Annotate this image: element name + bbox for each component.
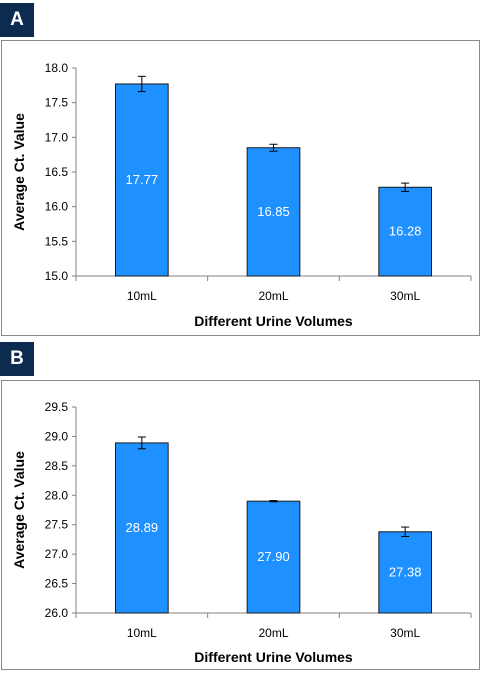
y-axis-title: Average Ct. Value: [11, 451, 27, 569]
panel-a-chart-frame: 15.0 15.5 16.0 16.5 17.0 17.5 18.0 17.77 10mL 16.…: [1, 40, 480, 336]
panel-a-chart: 15.0 15.5 16.0 16.5 17.0 17.5 18.0 17.77 10mL 16.…: [11, 61, 472, 329]
y-tick-label: 27.5: [45, 518, 69, 532]
x-tick-label: 20mL: [258, 626, 288, 640]
bar-value-label: 16.28: [389, 224, 422, 239]
x-tick-label: 20mL: [258, 289, 288, 303]
y-tick-label: 15.0: [45, 269, 69, 283]
bar-value-label: 28.89: [126, 520, 159, 535]
x-axis-title: Different Urine Volumes: [194, 313, 353, 329]
y-tick-label: 28.5: [45, 459, 69, 473]
x-tick-label: 10mL: [127, 626, 157, 640]
y-tick-label: 28.0: [45, 488, 69, 502]
y-tick-label: 29.0: [45, 429, 69, 443]
y-tick-label: 26.5: [45, 577, 69, 591]
bar-value-label: 17.77: [126, 172, 159, 187]
y-tick-label: 18.0: [45, 61, 69, 75]
panel-b-chart-frame: 26.0 26.5 27.0 27.5 28.0 28.5 29.0 29.5 28.89 10m…: [1, 380, 480, 670]
y-tick-label: 16.0: [45, 200, 69, 214]
y-tick-label: 16.5: [45, 165, 69, 179]
bar: [115, 83, 169, 277]
panel-b-tag: B: [0, 342, 34, 376]
y-tick-label: 29.5: [45, 400, 69, 414]
y-tick-label: 27.0: [45, 547, 69, 561]
panel-b-chart: 26.0 26.5 27.0 27.5 28.0 28.5 29.0 29.5 28.89 10m…: [11, 400, 472, 665]
bar: [115, 442, 169, 614]
x-axis-title: Different Urine Volumes: [194, 649, 353, 665]
x-tick-label: 10mL: [127, 289, 157, 303]
y-tick-label: 17.0: [45, 130, 69, 144]
bar: [378, 186, 433, 277]
bar-value-label: 27.38: [389, 564, 422, 579]
bar-value-label: 16.85: [257, 204, 290, 219]
bar: [378, 531, 433, 614]
y-axis-title: Average Ct. Value: [11, 113, 27, 231]
x-tick-label: 30mL: [390, 626, 420, 640]
y-tick-label: 17.5: [45, 96, 69, 110]
panel-a-tag: A: [0, 3, 34, 37]
bar: [246, 147, 301, 277]
bar-value-label: 27.90: [257, 549, 290, 564]
x-tick-label: 30mL: [390, 289, 420, 303]
y-tick-label: 15.5: [45, 234, 69, 248]
y-tick-label: 26.0: [45, 606, 69, 620]
